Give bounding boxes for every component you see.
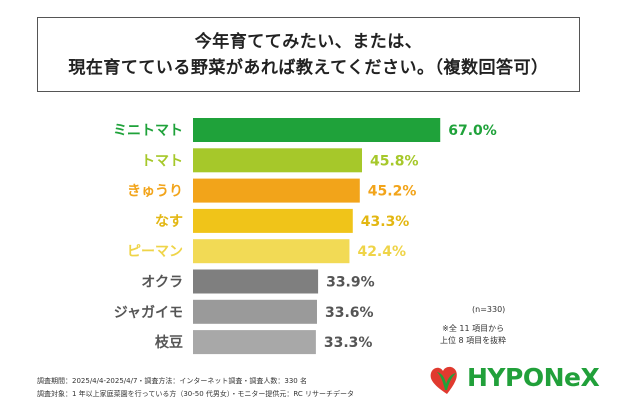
category-label: 枝豆 xyxy=(154,334,183,351)
bar xyxy=(193,208,353,233)
value-label: 45.2% xyxy=(368,184,417,200)
value-label: 42.4% xyxy=(357,244,406,260)
category-label: オクラ xyxy=(141,275,183,291)
value-label: 43.3% xyxy=(361,214,410,230)
category-label: なす xyxy=(155,214,183,230)
category-label: きゅうり xyxy=(127,184,183,200)
hyponex-logo-text: HYPONeX xyxy=(467,363,600,392)
chart-title-line-1: 今年育ててみたい、または、 xyxy=(194,31,423,52)
bar xyxy=(193,148,363,173)
heart-leaf-icon xyxy=(430,366,457,394)
hyponex-logo xyxy=(430,366,457,394)
bar xyxy=(193,299,317,324)
selection-note-line-1: ※全 11 項目から xyxy=(442,324,505,333)
selection-note-line-2: 上位 8 項目を抜粋 xyxy=(440,336,507,345)
survey-footer-line-2: 調査対象：1 年以上家庭菜園を行っている方（30-50 代男女）・モニター提供元… xyxy=(37,390,355,398)
survey-footer: 調査期間：2025/4/4-2025/4/7・調査方法：インターネット調査・調査… xyxy=(37,375,354,401)
chart-title-line-2: 現在育てている野菜があれば教えてください。（複数回答可） xyxy=(68,57,549,78)
survey-footer-line-1: 調査期間：2025/4/4-2025/4/7・調査方法：インターネット調査・調査… xyxy=(37,377,307,385)
chart-title-box: 今年育ててみたい、または、 現在育てている野菜があれば教えてください。（複数回答… xyxy=(37,17,580,92)
value-label: 45.8% xyxy=(370,153,419,169)
bar xyxy=(193,118,441,142)
value-label: 33.9% xyxy=(326,275,375,291)
bar xyxy=(193,269,319,294)
bar xyxy=(193,178,360,203)
value-label: 33.6% xyxy=(325,305,374,321)
bar xyxy=(193,239,350,264)
sample-size-note: (n=330) xyxy=(472,305,506,314)
category-label: トマト xyxy=(141,153,183,169)
bar xyxy=(193,330,316,355)
category-label: ジャガイモ xyxy=(114,305,183,321)
category-label: ミニトマト xyxy=(113,123,183,139)
category-label: ピーマン xyxy=(127,244,183,260)
value-label: 33.3% xyxy=(324,335,373,351)
value-label: 67.0% xyxy=(448,123,497,139)
selection-note: ※全 11 項目から 上位 8 項目を抜粋 xyxy=(440,323,506,347)
